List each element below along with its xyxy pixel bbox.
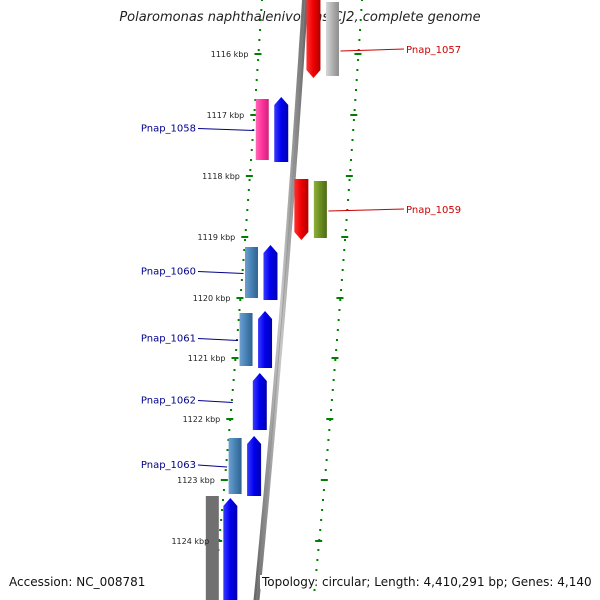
gene-label: Pnap_1061 (141, 334, 196, 345)
genome-summary-text: Topology: circular; Length: 4,410,291 bp… (260, 575, 594, 589)
tick-mark (220, 479, 228, 481)
outer-tick-mark (354, 53, 362, 55)
tick-label: 1122 kbp (183, 415, 221, 424)
gene-category-box (228, 438, 242, 494)
forward-gene-arrow (247, 436, 262, 496)
outer-tick-mark (350, 114, 358, 116)
tick-label: 1120 kbp (193, 294, 231, 303)
tick-mark (250, 114, 258, 116)
tick-label: 1123 kbp (177, 476, 215, 485)
forward-gene-arrow (258, 311, 273, 368)
tick-mark (226, 418, 234, 420)
outer-tick-mark (331, 357, 339, 359)
tick-mark (245, 175, 253, 177)
map-title: Polaromonas naphthalenivorans CJ2, compl… (119, 10, 481, 25)
gene-label: Pnap_1062 (141, 396, 196, 407)
gene-leader-line (197, 271, 244, 274)
tick-mark (236, 297, 244, 299)
inner-dotted-ring (213, 0, 263, 591)
gene-label: Pnap_1059 (406, 205, 461, 216)
tick-label: 1121 kbp (188, 354, 226, 363)
tick-label: 1116 kbp (211, 50, 249, 59)
gene-label: Pnap_1063 (141, 460, 196, 471)
tick-label: 1118 kbp (202, 172, 240, 181)
outer-tick-mark (326, 418, 334, 420)
genome-backbone-edge (256, 0, 306, 600)
gene-label: Pnap_1060 (141, 267, 196, 278)
forward-gene-arrow (252, 373, 267, 430)
gene-category-box (255, 99, 269, 160)
gene-leader-line (197, 464, 228, 468)
gene-label: Pnap_1057 (406, 45, 461, 56)
tick-mark (241, 236, 249, 238)
gene-category-box (239, 313, 253, 366)
gene-leader-line (197, 338, 239, 341)
accession-text: Accession: NC_008781 (9, 575, 146, 589)
outer-dotted-ring (313, 0, 363, 591)
reverse-gene-arrow (294, 179, 309, 240)
tick-mark (231, 357, 239, 359)
forward-gene-arrow (263, 245, 278, 300)
gene-category-box (313, 181, 327, 238)
gene-category-box (244, 247, 258, 298)
tick-label: 1124 kbp (171, 537, 209, 546)
gene-leader-line (340, 48, 405, 52)
tick-label: 1117 kbp (207, 111, 245, 120)
gene-leader-line (197, 128, 255, 131)
reverse-gene-arrow (306, 0, 321, 78)
outer-tick-mark (341, 236, 349, 238)
gene-label: Pnap_1058 (141, 124, 196, 135)
forward-gene-arrow (223, 498, 238, 600)
tick-mark (254, 53, 262, 55)
outer-tick-mark (345, 175, 353, 177)
forward-gene-arrow (274, 97, 289, 162)
outer-tick-mark (315, 540, 323, 542)
gene-leader-line (328, 208, 405, 212)
gene-category-box (205, 496, 219, 600)
gene-category-box (325, 2, 339, 76)
outer-tick-mark (320, 479, 328, 481)
tick-label: 1119 kbp (198, 233, 236, 242)
outer-tick-mark (336, 297, 344, 299)
gene-leader-line (197, 400, 233, 403)
